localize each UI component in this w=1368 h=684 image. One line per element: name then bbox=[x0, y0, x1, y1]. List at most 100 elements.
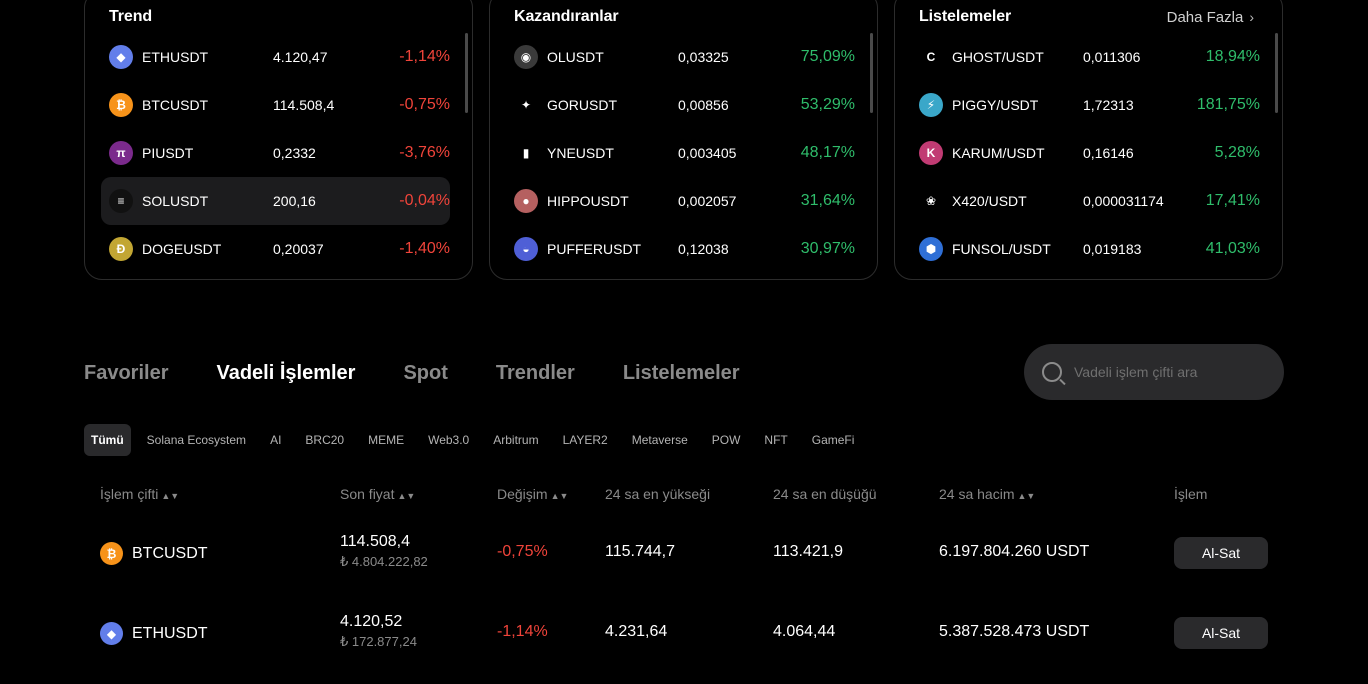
market-row[interactable]: ● HIPPOUSDT 0,002057 31,64% bbox=[506, 177, 855, 225]
market-row[interactable]: ≡ SOLUSDT 200,16 -0,04% bbox=[101, 177, 450, 225]
table-row[interactable]: ₿ BTCUSDT 114.508,4 ₺ 4.804.222,82 -0,75… bbox=[0, 522, 1368, 582]
header-change[interactable]: Değişim ▲▼ bbox=[497, 486, 568, 502]
market-row[interactable]: ◉ OLUSDT 0,03325 75,09% bbox=[506, 33, 855, 81]
market-symbol: OLUSDT bbox=[547, 49, 604, 65]
market-change: -1,14% bbox=[399, 48, 450, 65]
market-row[interactable]: Ð DOGEUSDT 0,20037 -1,40% bbox=[101, 225, 450, 273]
btc-icon: ₿ bbox=[109, 93, 133, 117]
filter-chip[interactable]: NFT bbox=[764, 433, 788, 447]
pi-icon: π bbox=[109, 141, 133, 165]
card-scrollbar[interactable] bbox=[1275, 33, 1278, 113]
filter-chip[interactable]: Metaverse bbox=[631, 433, 688, 447]
card-title: Kazandıranlar bbox=[514, 8, 619, 25]
market-row[interactable]: ◆ ETHUSDT 4.120,47 -1,14% bbox=[101, 33, 450, 81]
header-volume[interactable]: 24 sa hacim ▲▼ bbox=[939, 486, 1035, 502]
card-header: Trend bbox=[109, 7, 444, 27]
filter-chip[interactable]: POW bbox=[711, 433, 741, 447]
card-gainers: Kazandıranlar ◉ OLUSDT 0,03325 75,09% ✦ GORUS… bbox=[489, 0, 878, 280]
header-last-price[interactable]: Son fiyat ▲▼ bbox=[340, 486, 415, 502]
market-row[interactable]: ❀ X420/USDT 0,000031174 17,41% bbox=[911, 177, 1260, 225]
filter-chip[interactable]: Web3.0 bbox=[428, 433, 470, 447]
market-row[interactable]: ▮ YNEUSDT 0,003405 48,17% bbox=[506, 129, 855, 177]
pair-cell: ₿ BTCUSDT bbox=[100, 542, 208, 565]
market-row[interactable]: K KARUM/USDT 0,16146 5,28% bbox=[911, 129, 1260, 177]
search-box[interactable] bbox=[1024, 344, 1284, 400]
filter-chip[interactable]: Tümü bbox=[84, 424, 131, 456]
market-price: 0,011306 bbox=[1083, 49, 1141, 65]
tab-futures[interactable]: Vadeli İşlemler bbox=[216, 361, 356, 384]
market-symbol: FUNSOL/USDT bbox=[952, 241, 1051, 257]
filter-chip[interactable]: MEME bbox=[368, 433, 405, 447]
search-icon bbox=[1042, 362, 1062, 382]
market-symbol: GORUSDT bbox=[547, 97, 617, 113]
last-price-try: ₺ 4.804.222,82 bbox=[340, 554, 428, 569]
btc-icon: ₿ bbox=[100, 542, 123, 565]
header-label: Değişim bbox=[497, 486, 548, 502]
change-value: -0,75% bbox=[497, 543, 548, 560]
volume-value: 6.197.804.260 USDT bbox=[939, 543, 1090, 560]
filter-chip[interactable]: BRC20 bbox=[305, 433, 345, 447]
trade-button[interactable]: Al-Sat bbox=[1174, 537, 1268, 569]
piggy-icon: ⚡ bbox=[919, 93, 943, 117]
search-input[interactable] bbox=[1074, 364, 1264, 380]
market-price: 0,20037 bbox=[273, 241, 324, 257]
more-link[interactable]: Daha Fazla › bbox=[1167, 9, 1254, 26]
eth-icon: ◆ bbox=[109, 45, 133, 69]
market-symbol: SOLUSDT bbox=[142, 193, 209, 209]
market-tabs: Favoriler Vadeli İşlemler Spot Trendler … bbox=[84, 358, 788, 388]
market-symbol: DOGEUSDT bbox=[142, 241, 222, 257]
market-row[interactable]: ⬢ FUNSOL/USDT 0,019183 41,03% bbox=[911, 225, 1260, 273]
market-row[interactable]: C GHOST/USDT 0,011306 18,94% bbox=[911, 33, 1260, 81]
market-row[interactable]: π PIUSDT 0,2332 -3,76% bbox=[101, 129, 450, 177]
card-listings: Listelemeler Daha Fazla › C GHOST/USDT 0,0… bbox=[894, 0, 1283, 280]
trade-button[interactable]: Al-Sat bbox=[1174, 617, 1268, 649]
filter-chip[interactable]: Solana Ecosystem bbox=[146, 433, 247, 447]
ghost-icon: C bbox=[919, 45, 943, 69]
filter-chip[interactable]: LAYER2 bbox=[562, 433, 608, 447]
market-change: 48,17% bbox=[800, 144, 855, 161]
market-change: 30,97% bbox=[800, 240, 855, 257]
x420-icon: ❀ bbox=[919, 189, 943, 213]
market-change: 17,41% bbox=[1205, 192, 1260, 209]
market-symbol: KARUM/USDT bbox=[952, 145, 1045, 161]
more-link-label: Daha Fazla bbox=[1166, 8, 1244, 26]
last-price-cell: 114.508,4 ₺ 4.804.222,82 bbox=[340, 533, 428, 570]
card-scrollbar[interactable] bbox=[870, 33, 873, 113]
tab-trends[interactable]: Trendler bbox=[495, 361, 575, 384]
card-title: Trend bbox=[109, 8, 153, 25]
market-change: 18,94% bbox=[1205, 48, 1260, 65]
market-symbol: PIUSDT bbox=[142, 145, 194, 161]
header-pair[interactable]: İşlem çifti ▲▼ bbox=[100, 486, 179, 502]
table-row[interactable]: ◆ ETHUSDT 4.120,52 ₺ 172.877,24 -1,14% 4… bbox=[0, 602, 1368, 662]
card-scrollbar[interactable] bbox=[465, 33, 468, 113]
market-price: 0,000031174 bbox=[1083, 193, 1164, 209]
sort-icon: ▲▼ bbox=[1017, 491, 1036, 501]
high-value: 115.744,7 bbox=[605, 543, 675, 560]
card-header: Kazandıranlar bbox=[514, 7, 849, 27]
tab-listings[interactable]: Listelemeler bbox=[622, 361, 740, 384]
market-price: 0,019183 bbox=[1083, 241, 1142, 257]
market-change: -3,76% bbox=[399, 144, 450, 161]
filter-chip[interactable]: AI bbox=[270, 433, 282, 447]
market-symbol: BTCUSDT bbox=[142, 97, 209, 113]
market-row[interactable]: ₿ BTCUSDT 114.508,4 -0,75% bbox=[101, 81, 450, 129]
last-price-cell: 4.120,52 ₺ 172.877,24 bbox=[340, 613, 417, 650]
filter-chip[interactable]: Arbitrum bbox=[493, 433, 539, 447]
pair-name: BTCUSDT bbox=[132, 544, 208, 562]
sort-icon: ▲▼ bbox=[550, 491, 569, 501]
market-price: 4.120,47 bbox=[273, 49, 328, 65]
market-row[interactable]: ◒ PUFFERUSDT 0,12038 30,97% bbox=[506, 225, 855, 273]
tab-favorites[interactable]: Favoriler bbox=[84, 361, 169, 384]
low-value: 4.064,44 bbox=[773, 623, 836, 640]
market-symbol: GHOST/USDT bbox=[952, 49, 1044, 65]
market-row[interactable]: ⚡ PIGGY/USDT 1,72313 181,75% bbox=[911, 81, 1260, 129]
tab-spot[interactable]: Spot bbox=[403, 361, 448, 384]
market-row[interactable]: ✦ GORUSDT 0,00856 53,29% bbox=[506, 81, 855, 129]
high-value: 4.231,64 bbox=[605, 623, 668, 640]
header-low: 24 sa en düşüğü bbox=[773, 486, 877, 502]
market-price: 0,00856 bbox=[678, 97, 729, 113]
filter-chip[interactable]: GameFi bbox=[811, 433, 855, 447]
low-value: 113.421,9 bbox=[773, 543, 843, 560]
card-title: Listelemeler bbox=[919, 8, 1012, 25]
market-change: -0,75% bbox=[399, 96, 450, 113]
